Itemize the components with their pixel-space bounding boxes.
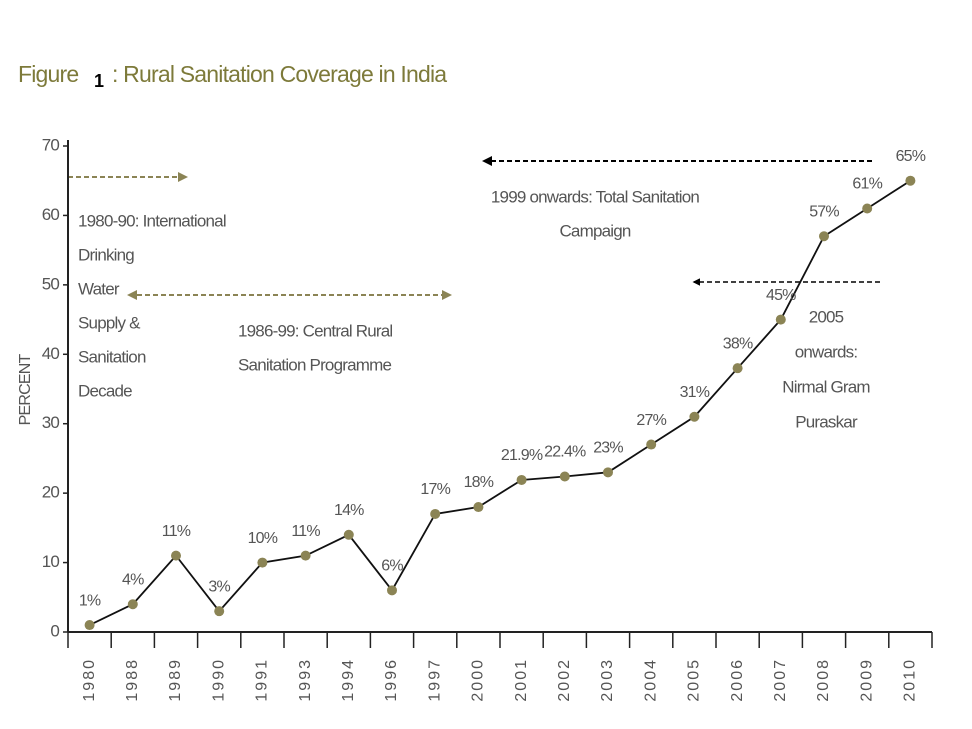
data-point: [689, 411, 700, 422]
data-point: [214, 606, 225, 617]
x-tick-label: 1996: [383, 658, 400, 702]
data-point: [905, 175, 916, 186]
annotation: Puraskar: [795, 412, 858, 431]
annotation: Sanitation: [78, 347, 146, 366]
data-point: [127, 599, 138, 610]
y-tick-label: 10: [42, 552, 60, 571]
x-tick-label: 2003: [599, 658, 616, 702]
data-point: [862, 203, 873, 214]
data-point: [603, 467, 613, 478]
data-label: 17%: [420, 481, 450, 498]
annotation: Campaign: [559, 221, 630, 240]
data-point: [473, 502, 484, 513]
y-tick-label: 70: [42, 135, 60, 154]
x-tick-label: 1980: [81, 658, 98, 702]
x-tick-label: 2002: [556, 658, 573, 702]
annotation: Water: [78, 279, 120, 298]
x-tick-label: 2009: [858, 658, 875, 702]
data-point: [84, 620, 95, 631]
x-tick-label: 1997: [426, 658, 443, 702]
data-label: 6%: [381, 558, 403, 575]
data-label: 3%: [208, 578, 230, 595]
data-point: [516, 474, 527, 485]
x-tick-label: 1994: [340, 658, 357, 702]
annotation: Nirmal Gram: [782, 377, 870, 396]
data-label: 65%: [896, 148, 926, 165]
data-point: [387, 585, 397, 596]
x-tick-label: 1988: [124, 658, 141, 702]
x-tick-label: 2004: [642, 658, 659, 702]
data-label: 22.4%: [544, 444, 586, 461]
annotation: Sanitation Programme: [238, 355, 391, 374]
annotation: 1980-90: International: [78, 211, 226, 230]
annotation: 2005: [809, 307, 844, 326]
data-label: 61%: [852, 176, 882, 193]
data-label: 10%: [248, 530, 278, 547]
y-tick-label: 50: [42, 274, 60, 293]
series-line: [89, 179, 911, 626]
x-tick-label: 2000: [470, 658, 487, 702]
x-tick-label: 1990: [210, 658, 227, 702]
data-point: [300, 550, 311, 561]
x-tick-label: 1993: [297, 658, 314, 702]
y-axis-label: PERCENT: [17, 354, 34, 426]
annotation: Drinking: [78, 245, 134, 264]
data-label: 57%: [809, 203, 839, 220]
data-label: 14%: [334, 502, 364, 519]
data-label: 45%: [766, 287, 796, 304]
y-tick-label: 0: [50, 621, 59, 640]
data-label: 11%: [162, 523, 191, 540]
data-label: 1%: [79, 592, 101, 609]
x-tick-label: 2006: [729, 658, 746, 702]
x-tick-label: 2007: [772, 658, 789, 702]
data-point: [343, 529, 354, 540]
annotation: onwards:: [795, 342, 858, 361]
data-label: 27%: [636, 412, 666, 429]
data-label: 18%: [464, 474, 494, 491]
data-label: 23%: [593, 440, 623, 457]
x-tick-label: 2010: [902, 658, 919, 702]
data-label: 21.9%: [501, 447, 543, 464]
y-tick-label: 20: [42, 483, 60, 502]
data-point: [559, 471, 570, 482]
annotation: Decade: [78, 381, 132, 400]
annotation: 1986-99: Central Rural: [238, 321, 392, 340]
x-tick-label: 2001: [513, 658, 530, 702]
figure-number: 1: [94, 71, 104, 91]
x-tick-label: 2005: [686, 658, 703, 702]
data-label: 38%: [723, 335, 753, 352]
x-tick-label: 1991: [254, 658, 271, 702]
data-point: [257, 557, 268, 568]
data-point: [646, 439, 657, 450]
data-point: [171, 550, 181, 561]
data-point: [430, 508, 441, 519]
data-label: 11%: [291, 523, 320, 540]
data-label: 4%: [122, 571, 144, 588]
data-point: [732, 363, 743, 374]
y-tick-label: 30: [42, 413, 60, 432]
data-point: [819, 231, 829, 242]
annotation: Supply &: [78, 313, 141, 332]
x-tick-label: 1989: [167, 658, 184, 702]
chart-title-prefix: Figure: [18, 61, 78, 87]
data-label: 31%: [680, 384, 710, 401]
data-point: [775, 314, 786, 325]
x-tick-label: 2008: [815, 658, 832, 702]
y-tick-label: 60: [42, 205, 60, 224]
chart-title: : Rural Sanitation Coverage in India: [112, 61, 447, 87]
y-tick-label: 40: [42, 344, 60, 363]
annotation: 1999 onwards: Total Sanitation: [491, 187, 700, 206]
